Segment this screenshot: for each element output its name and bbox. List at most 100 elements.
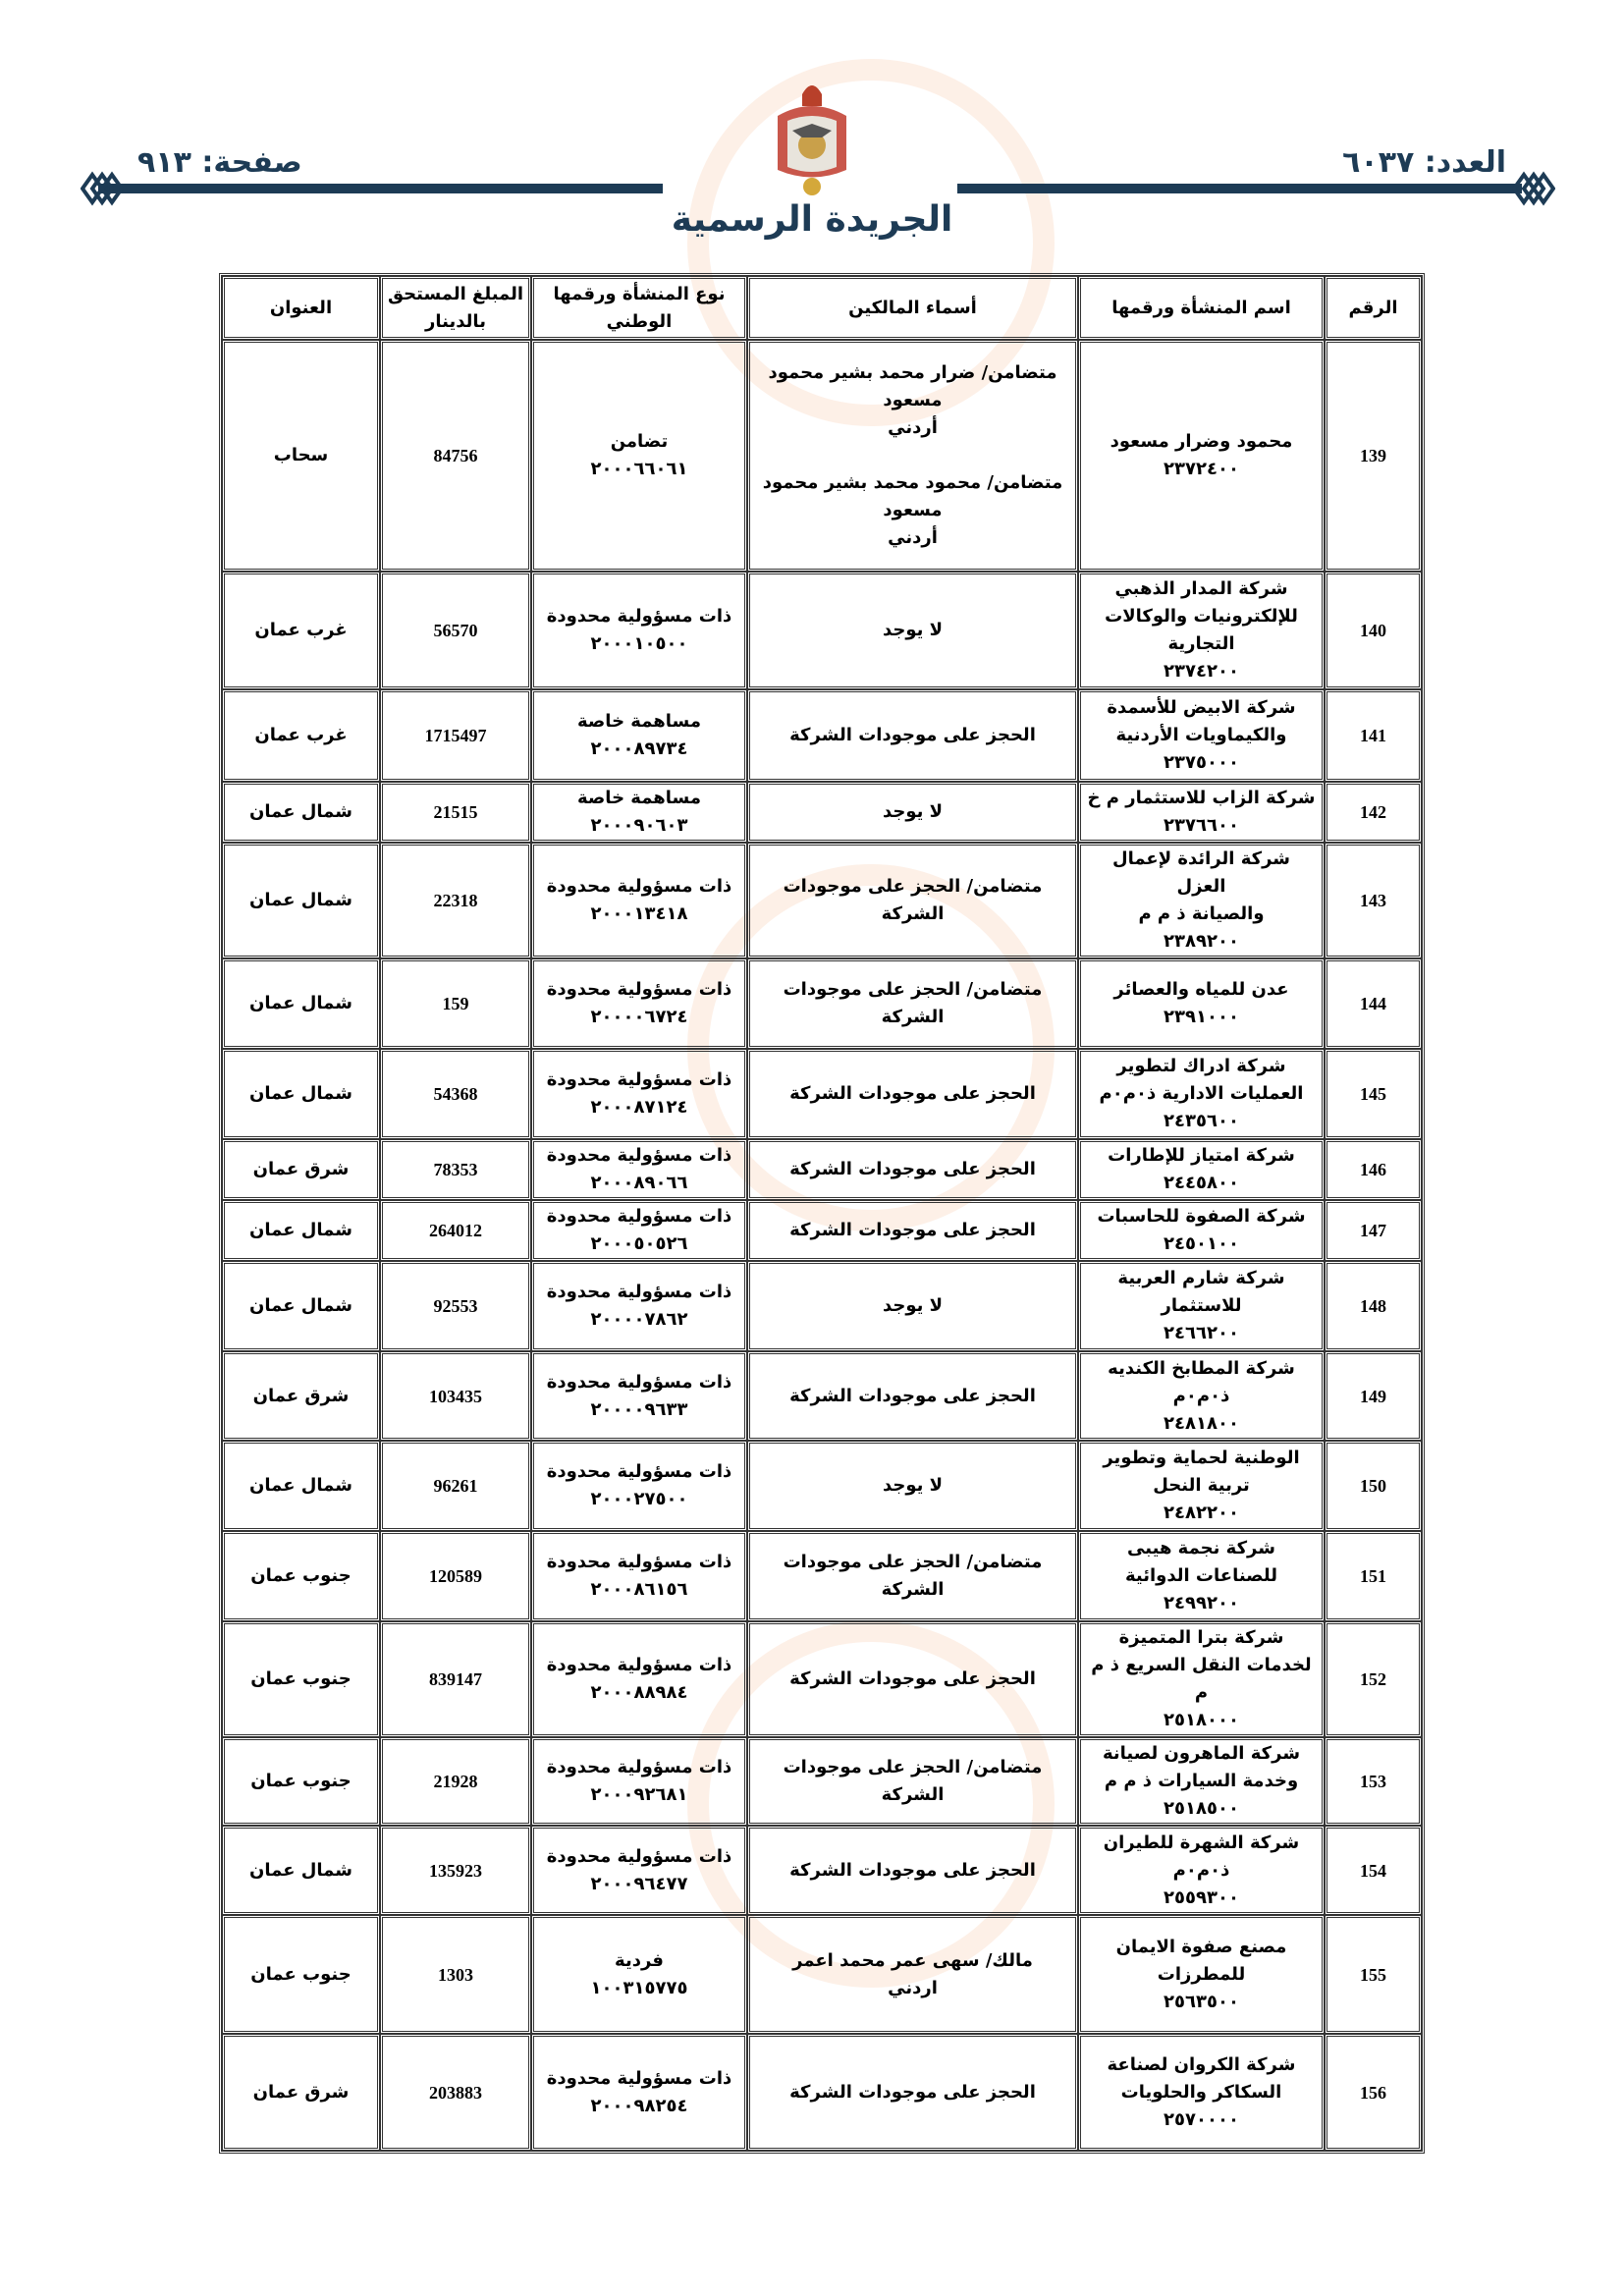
table-row: 156 شركة الكروان لصناعة السكاكر والحلويات… [222,2034,1422,2151]
cell-company-name: شركة بترا المتميزة لخدمات النقل السريع ذ… [1078,1621,1325,1737]
cell-company-name: شركة المدار الذهبي للإلكترونيات والوكالا… [1078,572,1325,689]
cell-owners: الحجز على موجودات الشركة [747,1139,1078,1200]
cell-company-type: ذات مسؤولية محدودة ٢٠٠٠٨٦١٥٦ [531,1531,747,1621]
coat-of-arms-emblem [778,85,846,195]
cell-owners: الحجز على موجودات الشركة [747,1200,1078,1261]
cell-company-type: ذات مسؤولية محدودة ٢٠٠٠٩٦٤٧٧ [531,1826,747,1915]
cell-row-number: 141 [1325,689,1422,782]
cell-address: شمال عمان [222,1261,380,1351]
cell-company-type: ذات مسؤولية محدودة ٢٠٠٠١٠٥٠٠ [531,572,747,689]
cell-company-type: ذات مسؤولية محدودة ٢٠٠٠٠٧٨٦٢ [531,1261,747,1351]
cell-address: جنوب عمان [222,1737,380,1826]
col-header-address: العنوان [222,276,380,340]
page-number: صفحة: ٩١٣ [137,145,302,180]
cell-company-type: ذات مسؤولية محدودة ٢٠٠٠٨٨٩٨٤ [531,1621,747,1737]
cell-owners: الحجز على موجودات الشركة [747,1049,1078,1139]
cell-company-name: شركة المطابخ الكنديه ذ٠م٠م ٢٤٨١٨٠٠ [1078,1351,1325,1441]
cell-amount-due: 135923 [380,1826,531,1915]
cell-owners: متضامن/ ضرار محمد بشير محمود مسعود أردني… [747,340,1078,572]
table-row: 144 عدن للمياه والعصائر ٢٣٩١٠٠٠ متضامن/ ال… [222,958,1422,1049]
cell-row-number: 155 [1325,1915,1422,2034]
cell-owners: الحجز على موجودات الشركة [747,689,1078,782]
cell-company-name: محمود وضرار مسعود ٢٣٧٢٤٠٠ [1078,340,1325,572]
cell-amount-due: 103435 [380,1351,531,1441]
col-header-number: الرقم [1325,276,1422,340]
cell-address: جنوب عمان [222,1531,380,1621]
cell-owners: مالك/ سهى عمر محمد اعمر اردني [747,1915,1078,2034]
cell-company-type: ذات مسؤولية محدودة ٢٠٠٠٠٩٦٣٣ [531,1351,747,1441]
cell-company-name: شركة الكروان لصناعة السكاكر والحلويات ٢٥… [1078,2034,1325,2151]
table-row: 152 شركة بترا المتميزة لخدمات النقل السري… [222,1621,1422,1737]
cell-row-number: 149 [1325,1351,1422,1441]
cell-owners: لا يوجد [747,1441,1078,1531]
header-rule-right [957,184,1522,193]
cell-owners: الحجز على موجودات الشركة [747,1351,1078,1441]
cell-row-number: 153 [1325,1737,1422,1826]
cell-row-number: 154 [1325,1826,1422,1915]
cell-owners: متضامن/ الحجز على موجودات الشركة [747,1737,1078,1826]
cell-company-type: ذات مسؤولية محدودة ٢٠٠٠١٣٤١٨ [531,843,747,958]
cell-address: غرب عمان [222,572,380,689]
cell-row-number: 140 [1325,572,1422,689]
cell-row-number: 156 [1325,2034,1422,2151]
cell-row-number: 150 [1325,1441,1422,1531]
col-header-name: اسم المنشأة ورقمها [1078,276,1325,340]
table-row: 148 شركة شارم العربية للاستثمار ٢٤٦٦٢٠٠ لا… [222,1261,1422,1351]
cell-amount-due: 21515 [380,782,531,843]
cell-company-type: ذات مسؤولية محدودة ٢٠٠٠٠٦٧٢٤ [531,958,747,1049]
cell-company-name: شركة الصفوة للحاسبات ٢٤٥٠١٠٠ [1078,1200,1325,1261]
cell-company-type: مساهمة خاصة ٢٠٠٠٨٩٧٣٤ [531,689,747,782]
cell-company-name: الوطنية لحماية وتطوير تربية النحل ٢٤٨٢٢٠… [1078,1441,1325,1531]
cell-row-number: 146 [1325,1139,1422,1200]
header-rule-left [98,184,663,193]
table-row: 143 شركة الرائدة لإعمال العزل والصيانة ذ … [222,843,1422,958]
col-header-owners: أسماء المالكين [747,276,1078,340]
cell-amount-due: 22318 [380,843,531,958]
cell-amount-due: 203883 [380,2034,531,2151]
cell-amount-due: 264012 [380,1200,531,1261]
cell-owners: لا يوجد [747,572,1078,689]
cell-company-name: شركة شارم العربية للاستثمار ٢٤٦٦٢٠٠ [1078,1261,1325,1351]
table-row: 142 شركة الزاب للاستثمار م خ ٢٣٧٦٦٠٠ لا يو… [222,782,1422,843]
cell-address: شرق عمان [222,2034,380,2151]
ornament-knot-icon [1512,171,1555,206]
cell-amount-due: 54368 [380,1049,531,1139]
cell-company-type: ذات مسؤولية محدودة ٢٠٠٠٩٢٦٨١ [531,1737,747,1826]
companies-table: الرقم اسم المنشأة ورقمها أسماء المالكين … [219,273,1425,2154]
col-header-type: نوع المنشأة ورقمها الوطني [531,276,747,340]
cell-row-number: 144 [1325,958,1422,1049]
cell-company-name: شركة امتياز للإطارات ٢٤٤٥٨٠٠ [1078,1139,1325,1200]
gazette-title: الجريدة الرسمية [671,199,953,240]
table-header-row: الرقم اسم المنشأة ورقمها أسماء المالكين … [222,276,1422,340]
cell-company-name: شركة نجمة هيبى للصناعات الدوائية ٢٤٩٩٢٠٠ [1078,1531,1325,1621]
cell-row-number: 148 [1325,1261,1422,1351]
cell-company-name: مصنع صفوة الايمان للمطرزات ٢٥٦٣٥٠٠ [1078,1915,1325,2034]
cell-owners: الحجز على موجودات الشركة [747,1621,1078,1737]
cell-company-name: شركة الشهرة للطيران ذ٠م٠م ٢٥٥٩٣٠٠ [1078,1826,1325,1915]
cell-company-type: ذات مسؤولية محدودة ٢٠٠٠٨٧١٢٤ [531,1049,747,1139]
cell-company-type: ذات مسؤولية محدودة ٢٠٠٠٥٠٥٢٦ [531,1200,747,1261]
cell-amount-due: 56570 [380,572,531,689]
cell-owners: متضامن/ الحجز على موجودات الشركة [747,1531,1078,1621]
cell-amount-due: 84756 [380,340,531,572]
cell-row-number: 142 [1325,782,1422,843]
cell-amount-due: 92553 [380,1261,531,1351]
table-row: 155 مصنع صفوة الايمان للمطرزات ٢٥٦٣٥٠٠ مال… [222,1915,1422,2034]
cell-company-name: شركة الزاب للاستثمار م خ ٢٣٧٦٦٠٠ [1078,782,1325,843]
col-header-amount: المبلغ المستحق بالدينار [380,276,531,340]
cell-amount-due: 159 [380,958,531,1049]
cell-address: جنوب عمان [222,1621,380,1737]
table-row: 141 شركة الابيض للأسمدة والكيماويات الأرد… [222,689,1422,782]
cell-company-name: شركة الابيض للأسمدة والكيماويات الأردنية… [1078,689,1325,782]
cell-owners: لا يوجد [747,1261,1078,1351]
cell-address: غرب عمان [222,689,380,782]
cell-address: جنوب عمان [222,1915,380,2034]
cell-owners: الحجز على موجودات الشركة [747,1826,1078,1915]
cell-amount-due: 839147 [380,1621,531,1737]
cell-owners: الحجز على موجودات الشركة [747,2034,1078,2151]
cell-row-number: 147 [1325,1200,1422,1261]
cell-company-type: مساهمة خاصة ٢٠٠٠٩٠٦٠٣ [531,782,747,843]
table-row: 139 محمود وضرار مسعود ٢٣٧٢٤٠٠ متضامن/ ضرار… [222,340,1422,572]
table-row: 145 شركة ادراك لتطوير العمليات الادارية ذ… [222,1049,1422,1139]
cell-address: شرق عمان [222,1139,380,1200]
